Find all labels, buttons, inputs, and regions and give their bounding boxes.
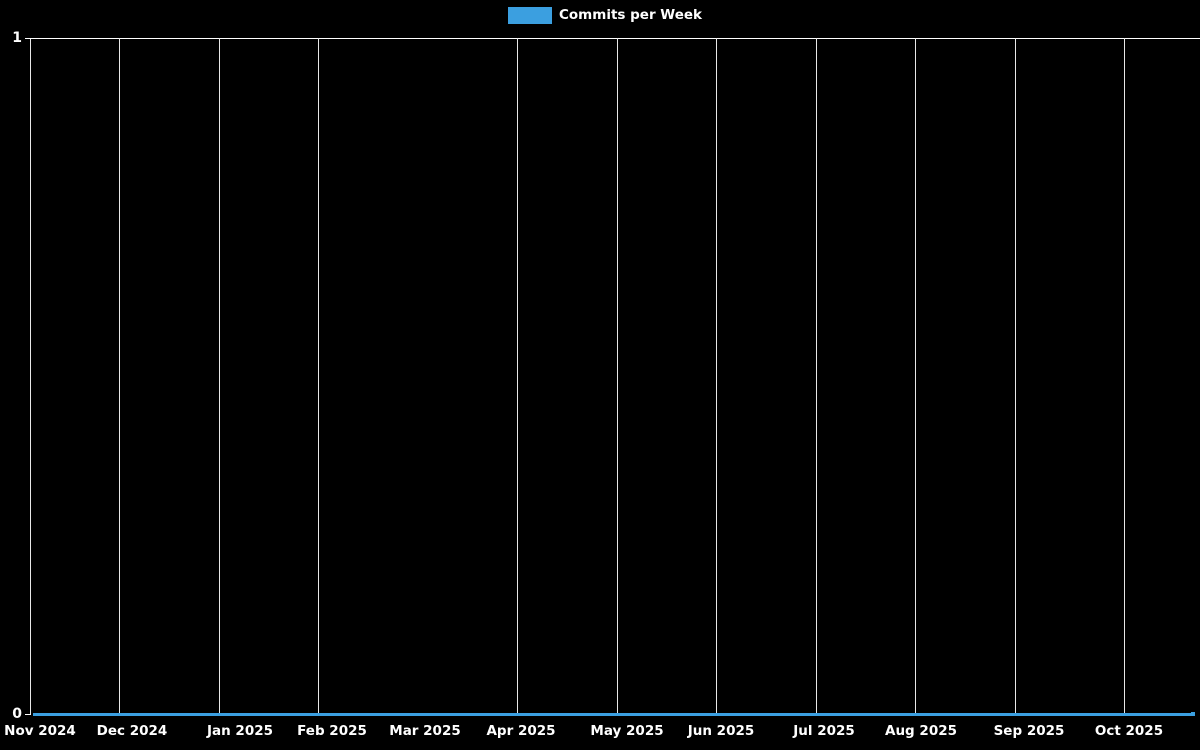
x-tick-label-jan-2025: Jan 2025 xyxy=(206,723,274,739)
gridline-vertical xyxy=(219,38,220,715)
plot-area xyxy=(30,38,1200,715)
x-tick-label-jun-2025: Jun 2025 xyxy=(687,723,755,739)
gridline-horizontal-top xyxy=(30,38,1200,39)
gridline-vertical xyxy=(318,38,319,715)
x-tick-label-dec-2024: Dec 2024 xyxy=(96,723,168,739)
series-endpoint-marker xyxy=(1191,712,1195,716)
gridline-vertical xyxy=(1015,38,1016,715)
gridline-vertical xyxy=(30,38,31,715)
gridline-vertical xyxy=(915,38,916,715)
x-tick-label-aug-2025: Aug 2025 xyxy=(885,723,957,739)
series-line-commits-per-week xyxy=(33,713,1193,716)
legend-swatch-icon xyxy=(508,6,552,24)
gridline-vertical xyxy=(716,38,717,715)
y-tick-mark-1 xyxy=(25,38,31,39)
y-tick-label-0: 0 xyxy=(12,706,22,722)
x-tick-label-feb-2025: Feb 2025 xyxy=(297,723,367,739)
x-tick-label-sep-2025: Sep 2025 xyxy=(993,723,1065,739)
legend-label-commits-per-week: Commits per Week xyxy=(559,6,703,23)
x-tick-label-may-2025: May 2025 xyxy=(590,723,664,739)
x-tick-label-apr-2025: Apr 2025 xyxy=(486,723,556,739)
x-tick-label-oct-2025: Oct 2025 xyxy=(1094,723,1164,739)
y-tick-label-1: 1 xyxy=(12,30,22,46)
gridline-vertical xyxy=(517,38,518,715)
x-tick-label-nov-2024: Nov 2024 xyxy=(4,723,76,739)
gridline-vertical xyxy=(816,38,817,715)
x-tick-label-mar-2025: Mar 2025 xyxy=(389,723,461,739)
chart-legend: Commits per Week xyxy=(508,5,702,25)
gridline-vertical xyxy=(1124,38,1125,715)
x-tick-label-jul-2025: Jul 2025 xyxy=(793,723,855,739)
y-tick-mark-0 xyxy=(25,714,31,715)
gridline-vertical xyxy=(617,38,618,715)
gridline-vertical xyxy=(119,38,120,715)
